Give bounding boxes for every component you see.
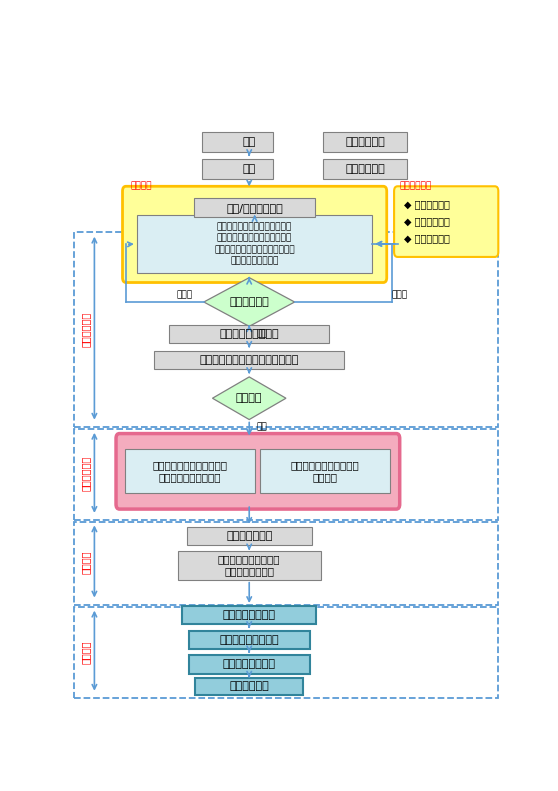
Text: 上传电子照片（护照证件照片标
准，该照片将使用在《报名登记
表》、《资格审查表》、准考证、
成绩单和学位证上）: 上传电子照片（护照证件照片标 准，该照片将使用在《报名登记 表》、《资格审查表》… (214, 222, 295, 266)
Text: 填写/修改报名信息: 填写/修改报名信息 (226, 202, 283, 213)
Text: 查询招生信息: 查询招生信息 (345, 137, 385, 147)
Text: 网上查询考试成绩: 网上查询考试成绩 (223, 610, 276, 620)
Bar (154, 350, 344, 369)
Text: 核验规定的有效身份证
件后入场参加考试: 核验规定的有效身份证 件后入场参加考试 (218, 554, 281, 577)
Text: 初步资格审查: 初步资格审查 (229, 297, 269, 307)
Bar (74, 429, 498, 520)
FancyBboxPatch shape (394, 186, 498, 257)
Text: 注册: 注册 (243, 137, 256, 147)
Bar (74, 522, 498, 604)
Bar (186, 527, 312, 545)
Bar (195, 678, 304, 694)
Text: 登录: 登录 (243, 165, 256, 174)
Bar (169, 325, 329, 343)
Text: 查询录取信息: 查询录取信息 (229, 681, 269, 691)
Bar (182, 606, 316, 624)
Bar (189, 655, 310, 673)
Text: 下载《资格审查表》: 下载《资格审查表》 (219, 635, 279, 645)
Text: ◆ 预订录取信息: ◆ 预订录取信息 (404, 233, 450, 244)
Text: 参加招生单位复试: 参加招生单位复试 (223, 660, 276, 669)
Text: 手机短信订阅: 手机短信订阅 (400, 181, 432, 190)
Text: 报名信息: 报名信息 (131, 181, 152, 190)
FancyBboxPatch shape (123, 187, 387, 282)
Bar (74, 607, 498, 698)
Bar (194, 199, 315, 217)
Bar (201, 159, 273, 179)
Bar (323, 159, 407, 179)
Text: 通过: 通过 (257, 422, 268, 431)
Text: 通过: 通过 (257, 329, 268, 339)
Text: 确认报名信息、采集第二代
居民身份证内电子照片: 确认报名信息、采集第二代 居民身份证内电子照片 (152, 460, 228, 483)
Text: 不通过: 不通过 (392, 290, 408, 299)
Text: 网上报名阶段: 网上报名阶段 (81, 312, 91, 347)
Text: ◆ 预订考试信息: ◆ 预订考试信息 (404, 199, 450, 210)
Bar (74, 232, 498, 427)
Text: 现场确认阶段: 现场确认阶段 (81, 456, 91, 491)
Bar (189, 631, 310, 649)
Text: 照片审核: 照片审核 (236, 393, 262, 403)
Polygon shape (213, 377, 286, 419)
Bar (178, 551, 320, 580)
Text: 考后阶段: 考后阶段 (81, 641, 91, 664)
Text: 考试阶段: 考试阶段 (81, 551, 91, 574)
Bar (259, 449, 390, 494)
Text: 不通过: 不通过 (176, 290, 193, 299)
Text: 网上打印《报名登记表（样表）》: 网上打印《报名登记表（样表）》 (200, 355, 299, 365)
Bar (201, 132, 273, 152)
Bar (137, 215, 372, 273)
Text: 查询网报公告: 查询网报公告 (345, 165, 385, 174)
Bar (323, 132, 407, 152)
Text: 网上缴纳报名考试费: 网上缴纳报名考试费 (219, 329, 279, 339)
Text: 网上下载准考证: 网上下载准考证 (226, 531, 272, 541)
Text: 本人在《报名登记表》上
签字确认: 本人在《报名登记表》上 签字确认 (291, 460, 359, 483)
Polygon shape (204, 278, 295, 327)
Text: ◆ 预订考试成绩: ◆ 预订考试成绩 (404, 217, 450, 226)
Bar (124, 449, 255, 494)
FancyBboxPatch shape (116, 433, 400, 509)
